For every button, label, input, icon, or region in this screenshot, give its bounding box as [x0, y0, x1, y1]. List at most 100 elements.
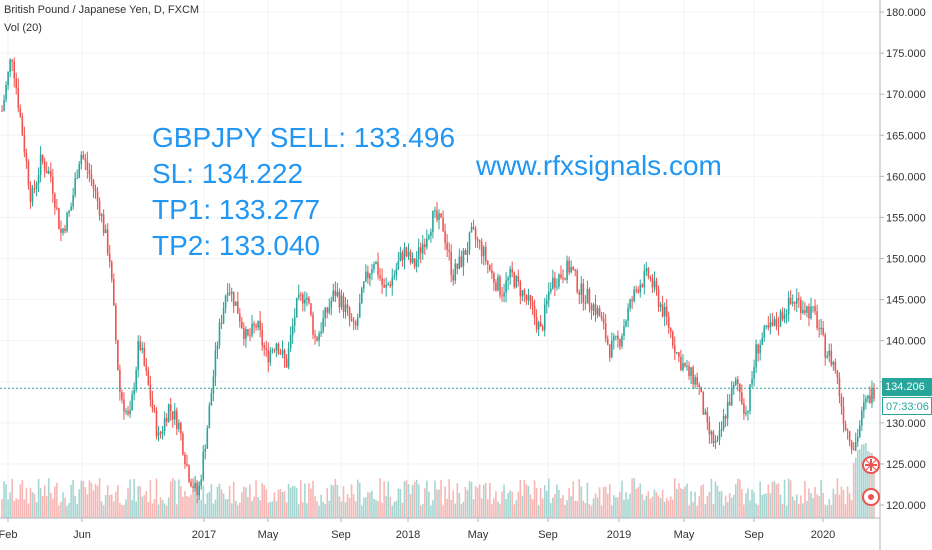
candle-body	[194, 482, 196, 488]
candle-body	[700, 387, 703, 393]
volume-bar	[869, 452, 871, 518]
volume-bar	[797, 503, 800, 518]
candle-body	[358, 302, 361, 318]
candle-body	[100, 214, 103, 216]
candle-body	[466, 250, 469, 255]
volume-bar	[145, 491, 148, 518]
candle-body	[269, 351, 272, 363]
y-tick-label: 155.000	[886, 212, 926, 224]
volume-bar	[584, 502, 587, 518]
candle-body	[826, 355, 829, 358]
volume-bar	[117, 485, 119, 518]
candle-body	[547, 291, 550, 301]
candle-body	[153, 408, 156, 411]
volume-bar	[674, 478, 676, 518]
candle-body	[655, 280, 658, 290]
candle-body	[119, 370, 121, 392]
y-tick-label: 150.000	[886, 254, 926, 266]
volume-bar	[165, 505, 168, 518]
candle-body	[645, 268, 648, 272]
volume-bar	[419, 505, 422, 518]
volume-bar	[78, 489, 81, 518]
volume-bar	[818, 496, 820, 518]
candle-body	[842, 406, 845, 424]
candle-body	[263, 345, 266, 349]
signal-tp1-line: TP1: 133.277	[152, 194, 321, 225]
volume-bar	[838, 494, 841, 518]
volume-bar	[552, 497, 554, 518]
volume-bar	[66, 505, 68, 518]
candle-body	[509, 269, 511, 278]
volume-bar	[728, 493, 731, 518]
candle-body	[9, 59, 11, 72]
volume-bar	[828, 499, 831, 518]
volume-bar	[482, 484, 485, 518]
candle-body	[718, 430, 721, 440]
candle-body	[848, 431, 851, 442]
candle-body	[279, 353, 282, 355]
candle-body	[86, 161, 89, 171]
volume-bar	[625, 492, 627, 518]
volume-bar	[409, 494, 412, 518]
candle-body	[698, 384, 700, 388]
volume-indicator-label: Vol (20)	[4, 22, 42, 34]
candle-body	[338, 291, 341, 308]
candle-body	[814, 306, 816, 312]
volume-bar	[533, 480, 536, 518]
volume-bar	[80, 480, 83, 518]
volume-bar	[491, 504, 493, 518]
volume-bar	[873, 458, 875, 518]
volume-bar	[108, 494, 111, 518]
candle-body	[629, 299, 631, 309]
volume-bar	[523, 480, 526, 518]
candle-body	[840, 396, 843, 407]
volume-bar	[58, 505, 60, 518]
candle-body	[541, 326, 544, 331]
candle-body	[442, 217, 444, 232]
volume-bar	[318, 505, 320, 518]
candle-body	[257, 320, 259, 328]
candle-body	[403, 247, 406, 261]
candle-body	[769, 322, 772, 328]
volume-bar	[576, 501, 579, 518]
candle-body	[271, 349, 274, 352]
candle-body	[533, 306, 536, 318]
candle-body	[224, 295, 227, 309]
bar-countdown-badge: 07:33:06	[882, 397, 932, 415]
volume-bar	[716, 485, 719, 518]
volume-bar	[653, 489, 656, 518]
candle-body	[497, 276, 499, 291]
volume-bar	[741, 489, 743, 518]
volume-bar	[68, 502, 70, 518]
candle-body	[129, 410, 131, 415]
candle-body	[615, 335, 617, 337]
volume-bar	[29, 487, 32, 518]
candle-body	[27, 161, 30, 186]
volume-bar	[399, 488, 402, 518]
volume-bar	[92, 490, 95, 518]
current-price-badge: 134.206	[882, 378, 932, 396]
candle-body	[637, 290, 640, 293]
candle-body	[863, 402, 865, 411]
volume-bar	[806, 500, 808, 518]
candle-body	[356, 317, 359, 326]
candle-body	[590, 304, 593, 311]
candle-body	[121, 391, 123, 400]
candle-body	[397, 261, 400, 270]
candle-body	[265, 348, 268, 351]
volume-bar	[149, 480, 152, 518]
volume-bar	[383, 481, 385, 518]
candle-body	[62, 228, 64, 233]
candle-body	[314, 334, 316, 338]
volume-bar	[480, 498, 483, 518]
volume-bar	[517, 491, 520, 518]
volume-bar	[348, 497, 351, 518]
volume-bar	[186, 496, 188, 518]
candle-body	[743, 403, 745, 414]
candle-body	[37, 174, 40, 184]
volume-bar	[852, 462, 855, 518]
volume-bar	[104, 495, 107, 518]
volume-bar	[299, 480, 302, 518]
